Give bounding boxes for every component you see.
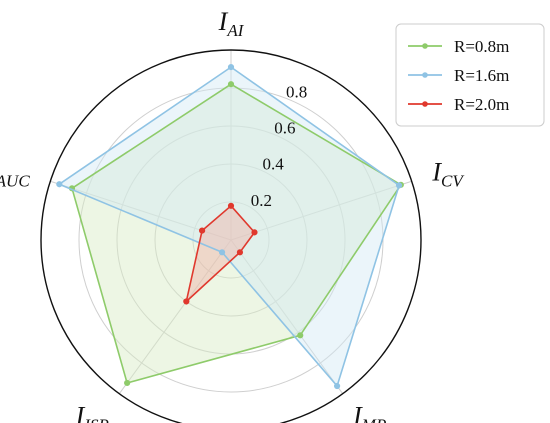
series-point: [227, 202, 235, 209]
legend-swatch-marker: [422, 43, 428, 49]
axis-label-sub: CV: [441, 172, 465, 191]
series-area: [59, 67, 400, 386]
legend-label: R=2.0m: [454, 95, 509, 114]
series-point: [124, 379, 131, 387]
axis-label: ICV: [431, 158, 465, 191]
series-point: [56, 181, 63, 188]
axis-spoke: [230, 180, 412, 241]
series-point: [227, 81, 235, 88]
series-line: [185, 205, 256, 303]
outer-frame: [40, 49, 422, 423]
series-point: [227, 64, 235, 71]
tick-label: 0.2: [251, 191, 272, 210]
tick-label-layer: 0.2 0.4 0.6 0.8: [251, 82, 307, 209]
axis-label-sub: MP: [361, 415, 387, 423]
axis-label: IISR: [75, 401, 110, 423]
series-point: [251, 229, 258, 236]
axis-spoke: [230, 239, 344, 395]
series-area: [72, 84, 401, 383]
series-point: [198, 227, 206, 234]
legend-label: R=0.8m: [454, 37, 509, 56]
series-point: [297, 332, 304, 339]
legend-swatch-marker: [422, 101, 428, 107]
axis-label: IAUC: [0, 158, 30, 191]
legend-label: R=1.6m: [454, 66, 509, 85]
series-point: [395, 182, 403, 189]
axis-label-main: I: [218, 7, 229, 36]
axis-label: IAI: [218, 7, 245, 40]
tick-label: 0.4: [262, 155, 284, 174]
axis-label-main: I: [431, 158, 442, 187]
series-line: [58, 66, 400, 387]
legend-swatch-marker: [422, 72, 428, 78]
series-fill-layer: [59, 67, 401, 386]
axis-label-sub: AI: [226, 21, 244, 40]
tick-label: 0.6: [274, 119, 295, 138]
axis-label-sub: AUC: [0, 172, 30, 191]
series-point: [236, 249, 244, 256]
series-point: [218, 249, 226, 256]
series-point: [183, 298, 190, 305]
axis-spoke: [118, 239, 232, 395]
legend-box: [395, 23, 545, 127]
axis-label-sub: ISR: [83, 415, 109, 423]
legend: R=0.8m R=1.6m R=2.0m: [395, 23, 545, 127]
series-line-layer: [56, 64, 404, 390]
axis-label: IMP: [352, 401, 386, 423]
axis-label-layer: IAIICVIMPIISRIAUC: [0, 7, 465, 423]
tick-label: 0.8: [286, 82, 307, 101]
series-line: [71, 83, 402, 384]
series-point: [333, 382, 341, 390]
axis-label-main: I: [352, 401, 363, 423]
axis-label-main: I: [75, 401, 86, 423]
